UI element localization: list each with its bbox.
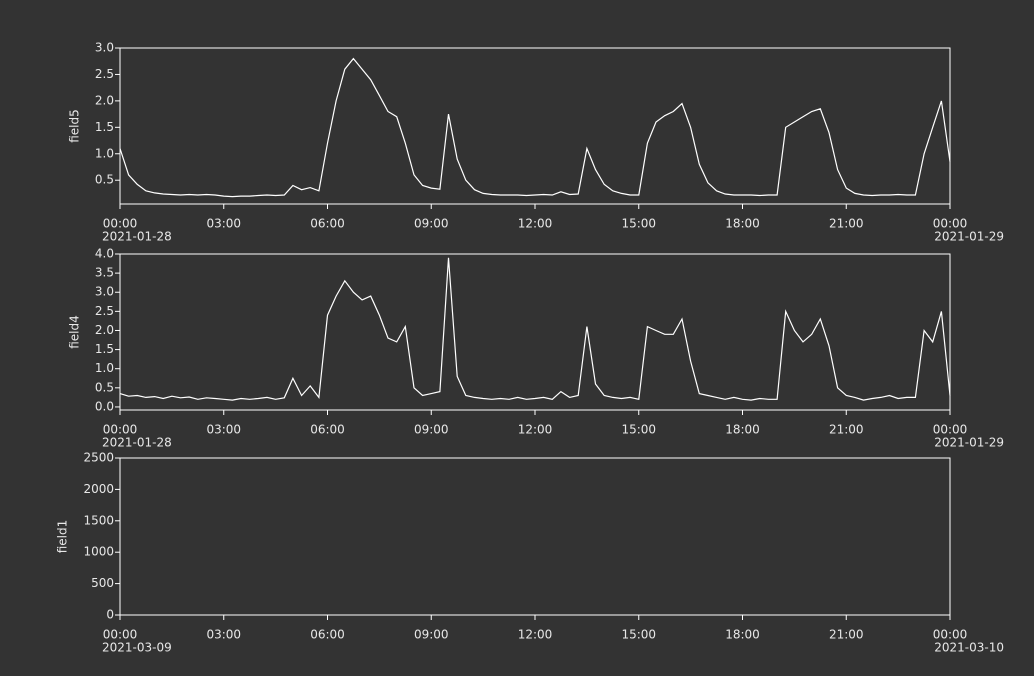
x-tick-label: 00:00 <box>933 628 968 642</box>
plot-frame <box>119 47 951 205</box>
y-tick-label: 1500 <box>83 513 114 527</box>
data-line <box>119 257 951 401</box>
x-tick-label: 09:00 <box>414 423 449 437</box>
x-tick-label: 15:00 <box>621 217 656 231</box>
y-axis-label: field1 <box>56 520 70 554</box>
x-tick-label: 18:00 <box>725 423 760 437</box>
x-tick-label: 12:00 <box>518 217 553 231</box>
start-date: 2021-01-28 <box>102 436 172 450</box>
x-tick-label: 18:00 <box>725 628 760 642</box>
y-tick-label: 0.5 <box>95 173 114 187</box>
x-tick-label: 06:00 <box>310 628 345 642</box>
x-tick-label: 21:00 <box>829 628 864 642</box>
y-tick-label: 4.0 <box>95 247 114 261</box>
x-tick-label: 00:00 <box>103 423 138 437</box>
y-tick-label: 3.5 <box>95 266 114 280</box>
y-tick-label: 1.0 <box>95 146 114 160</box>
x-tick-label: 21:00 <box>829 423 864 437</box>
data-line <box>119 57 951 198</box>
x-tick-label: 18:00 <box>725 217 760 231</box>
plot-frame <box>119 253 951 411</box>
x-tick-label: 12:00 <box>518 628 553 642</box>
y-tick-label: 1000 <box>83 545 114 559</box>
x-tick-label: 00:00 <box>103 628 138 642</box>
x-tick-label: 00:00 <box>103 217 138 231</box>
y-tick-label: 2.5 <box>95 67 114 81</box>
x-tick-label: 06:00 <box>310 217 345 231</box>
x-tick-label: 03:00 <box>206 423 241 437</box>
y-tick-label: 2.0 <box>95 323 114 337</box>
x-tick-label: 15:00 <box>621 423 656 437</box>
y-tick-label: 500 <box>91 576 114 590</box>
y-tick-label: 0.0 <box>95 399 114 413</box>
x-tick-label: 03:00 <box>206 217 241 231</box>
end-date: 2021-01-29 <box>934 230 1004 244</box>
y-tick-label: 2000 <box>83 482 114 496</box>
plot-frame <box>119 457 951 616</box>
y-tick-label: 2.5 <box>95 304 114 318</box>
y-tick-label: 1.5 <box>95 342 114 356</box>
end-date: 2021-01-29 <box>934 436 1004 450</box>
x-tick-label: 09:00 <box>414 217 449 231</box>
y-tick-label: 2500 <box>83 451 114 465</box>
y-tick-label: 2.0 <box>95 93 114 107</box>
y-tick-label: 3.0 <box>95 41 114 55</box>
x-tick-label: 03:00 <box>206 628 241 642</box>
x-tick-label: 00:00 <box>933 217 968 231</box>
y-tick-label: 0 <box>106 608 114 622</box>
y-axis-label: field4 <box>68 315 82 349</box>
x-tick-label: 06:00 <box>310 423 345 437</box>
y-tick-label: 1.5 <box>95 120 114 134</box>
y-axis-label: field5 <box>68 109 82 143</box>
x-tick-label: 12:00 <box>518 423 553 437</box>
y-tick-label: 3.0 <box>95 285 114 299</box>
start-date: 2021-03-09 <box>102 641 172 655</box>
y-tick-label: 1.0 <box>95 361 114 375</box>
y-tick-label: 0.5 <box>95 380 114 394</box>
x-tick-label: 15:00 <box>621 628 656 642</box>
start-date: 2021-01-28 <box>102 230 172 244</box>
x-tick-label: 00:00 <box>933 423 968 437</box>
x-tick-label: 09:00 <box>414 628 449 642</box>
end-date: 2021-03-10 <box>934 641 1004 655</box>
x-tick-label: 21:00 <box>829 217 864 231</box>
